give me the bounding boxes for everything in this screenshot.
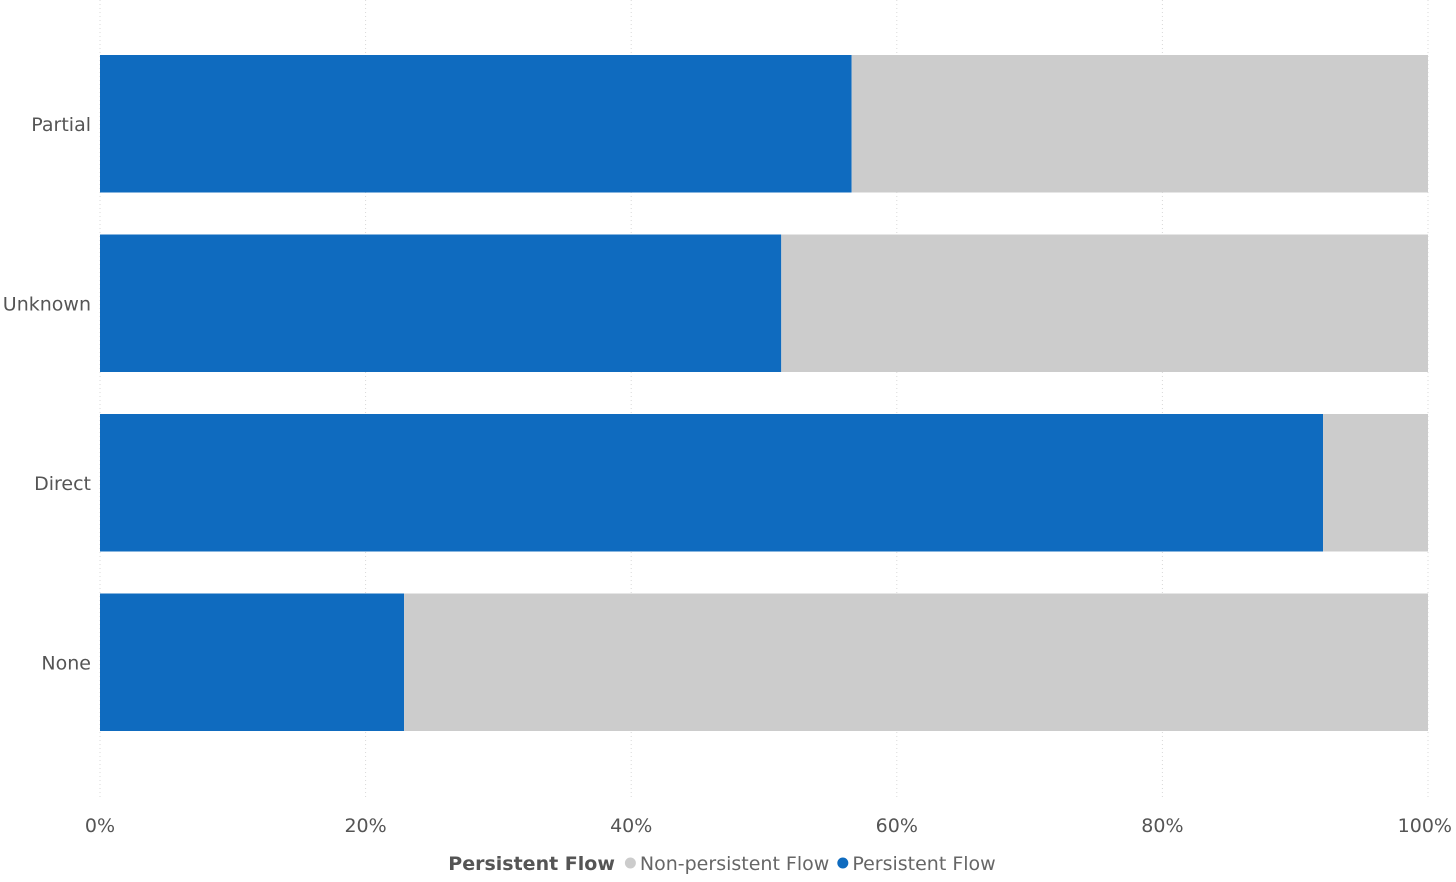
bar-non-persistent-flow-none[interactable] [404, 593, 1428, 732]
x-tick-label: 40% [610, 815, 652, 837]
x-tick-label: 60% [876, 815, 918, 837]
bar-non-persistent-flow-unknown[interactable] [781, 234, 1428, 373]
bars [100, 55, 1428, 731]
bar-persistent-flow-partial[interactable] [100, 55, 852, 193]
x-tick-label: 20% [344, 815, 386, 837]
gridlines [99, 0, 1429, 800]
category-label: None [41, 652, 91, 674]
legend-marker [624, 857, 636, 869]
category-label: Partial [31, 114, 91, 136]
legend-title: Persistent Flow [448, 853, 615, 875]
category-labels: Partial Unknown Direct None [3, 114, 91, 675]
legend-marker [837, 857, 849, 869]
bar-non-persistent-flow-direct[interactable] [1323, 414, 1428, 552]
x-axis-tick-labels: 0% 20% 40% 60% 80% 100% [85, 815, 1452, 837]
bar-persistent-flow-none[interactable] [100, 593, 405, 732]
x-tick-label: 80% [1141, 815, 1183, 837]
bar-persistent-flow-unknown[interactable] [100, 234, 782, 373]
legend-item-label[interactable]: Non-persistent Flow [640, 853, 829, 875]
legend-item-label[interactable]: Persistent Flow [852, 853, 995, 875]
category-label: Direct [34, 473, 91, 495]
legend: Persistent Flow Non-persistent Flow Persi… [448, 853, 995, 875]
bar-persistent-flow-direct[interactable] [100, 414, 1324, 552]
bar-non-persistent-flow-partial[interactable] [851, 55, 1428, 193]
x-tick-label: 0% [85, 815, 115, 837]
x-tick-label: 100% [1398, 815, 1452, 837]
category-label: Unknown [3, 293, 91, 315]
